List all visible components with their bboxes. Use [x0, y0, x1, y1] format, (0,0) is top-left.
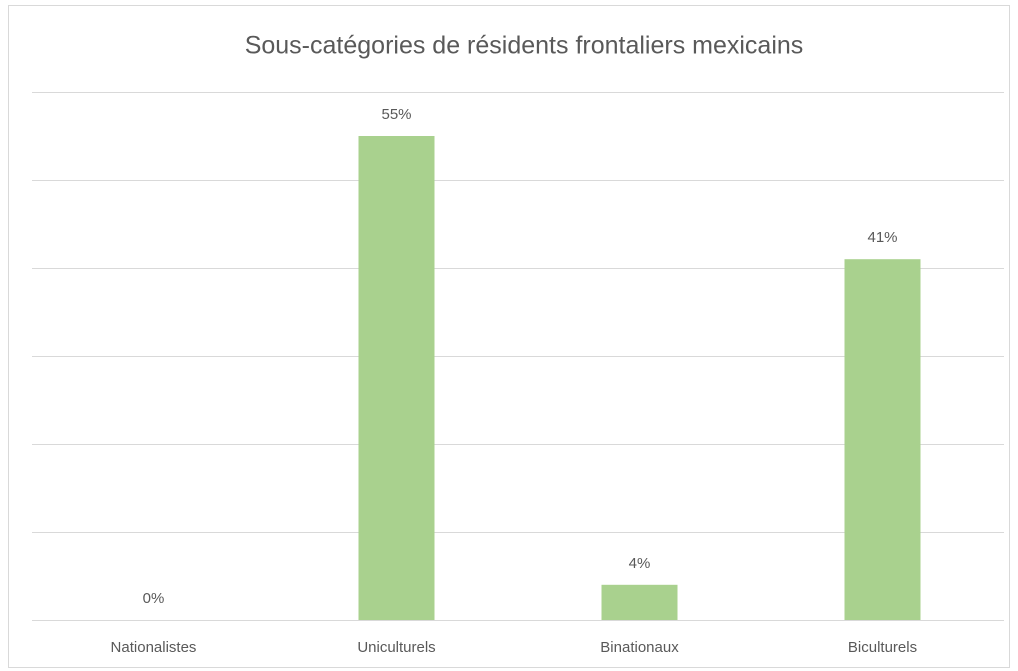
bar [601, 584, 678, 620]
x-tick-label: Nationalistes [111, 639, 197, 656]
x-tick-label: Binationaux [600, 639, 679, 656]
x-tick-label: Uniculturels [357, 639, 435, 656]
data-label: 0% [143, 590, 165, 607]
x-tick-label: Biculturels [848, 639, 917, 656]
bar [358, 136, 435, 620]
data-label: 4% [629, 555, 651, 572]
data-label: 41% [867, 229, 897, 246]
chart-title: Sous-catégories de résidents frontaliers… [245, 32, 804, 60]
chart-border [8, 5, 1010, 668]
data-label: 55% [381, 106, 411, 123]
bar [844, 259, 921, 620]
